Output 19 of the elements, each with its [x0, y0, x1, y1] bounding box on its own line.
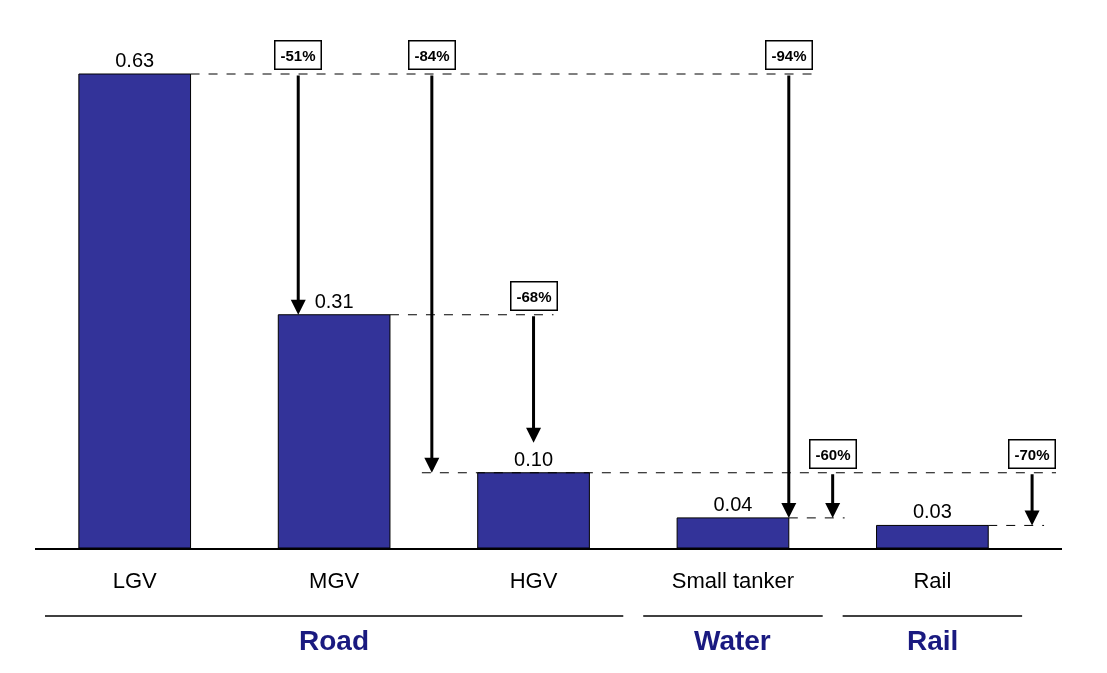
- annotation: -70%: [1014, 445, 1050, 463]
- text: Road: [299, 625, 369, 656]
- text: -94%: [771, 46, 807, 64]
- text: -84%: [414, 46, 450, 64]
- text: -51%: [280, 46, 316, 64]
- data-label: 0.63: [115, 49, 155, 71]
- x-tick-label: Rail: [913, 568, 952, 594]
- x-tick-label: LGV: [112, 568, 158, 594]
- x-tick-label: MGV: [309, 568, 360, 594]
- annotation: -60%: [815, 445, 851, 463]
- x-tick-label: Small tanker: [671, 568, 795, 594]
- data-label: 0.10: [514, 447, 554, 470]
- data-label: 0.04: [713, 492, 753, 515]
- text: Rail: [907, 625, 959, 656]
- text: Water: [694, 625, 771, 656]
- data-label: 0.03: [912, 500, 952, 523]
- data-label: 0.31: [314, 289, 354, 312]
- annotation: -68%: [516, 287, 552, 305]
- x-tick-label: HGV: [509, 568, 558, 594]
